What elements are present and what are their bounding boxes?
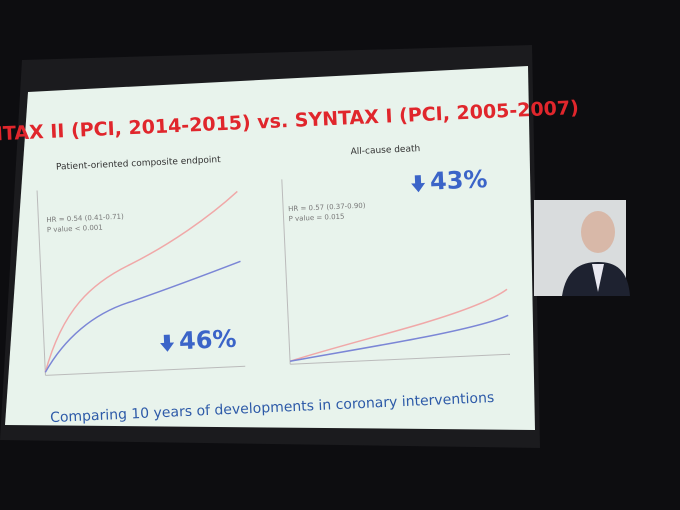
right-chart — [281, 175, 510, 365]
axis — [290, 353, 510, 365]
axis — [281, 179, 291, 365]
slide — [5, 66, 535, 430]
curve — [289, 314, 509, 362]
hazard-ratio: HR = 0.54 (0.41-0.71) — [46, 213, 124, 225]
speaker-head — [581, 211, 615, 253]
speaker-video — [534, 200, 630, 296]
curve — [44, 190, 238, 373]
p-value: P value < 0.001 — [47, 224, 103, 235]
speaker-shirt — [592, 264, 604, 292]
hazard-ratio: HR = 0.57 (0.37-0.90) — [288, 202, 366, 214]
axis — [45, 365, 246, 376]
curve — [44, 260, 241, 373]
reduction: 43% — [429, 165, 488, 196]
left-chart — [36, 190, 246, 376]
curve — [289, 288, 508, 362]
reduction: 46% — [178, 325, 237, 356]
down-arrow — [411, 175, 426, 193]
panel-heading: All-cause death — [350, 144, 420, 157]
down-arrow — [160, 334, 175, 352]
p-value: P value = 0.015 — [288, 213, 344, 224]
axis — [36, 190, 46, 376]
